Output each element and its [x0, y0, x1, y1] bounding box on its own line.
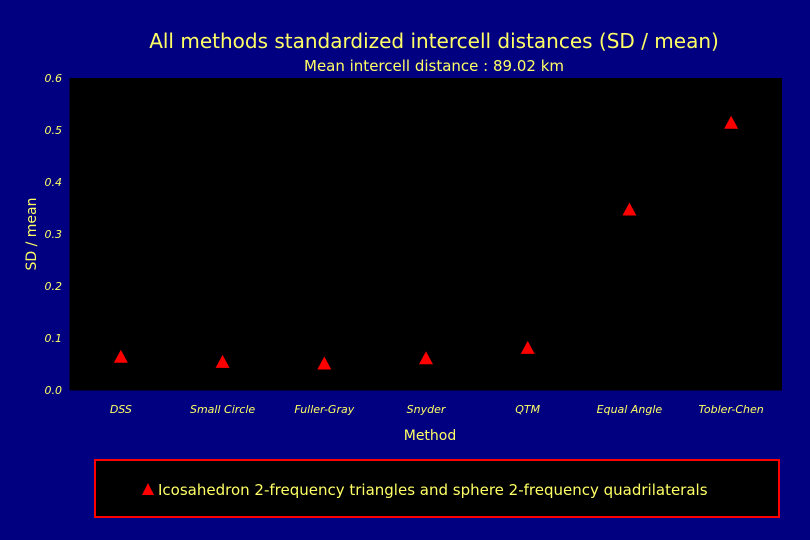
data-point-equal-angle — [622, 202, 637, 216]
chart-title: All methods standardized intercell dista… — [149, 29, 719, 53]
x-tick-label: QTM — [515, 403, 540, 416]
legend-triangle-marker — [142, 483, 154, 495]
data-point-snyder — [419, 351, 433, 365]
y-tick-label: 0.6 — [45, 72, 63, 85]
y-tick-label: 0.1 — [45, 332, 63, 345]
y-axis-title: SD / mean — [24, 198, 40, 271]
y-tick-label: 0.0 — [45, 384, 63, 397]
x-tick-label: Snyder — [407, 403, 447, 416]
data-point-tobler-chen — [724, 115, 739, 129]
legend-label: Icosahedron 2-frequency triangles and sp… — [158, 481, 708, 499]
data-points — [113, 115, 739, 370]
data-point-fuller-gray — [317, 356, 332, 370]
data-point-dss — [113, 349, 128, 363]
x-axis-title: Method — [404, 428, 457, 444]
data-point-small-circle — [215, 354, 230, 368]
x-tick-label: Equal Angle — [597, 403, 663, 416]
chart-subtitle: Mean intercell distance : 89.02 km — [304, 57, 564, 75]
legend-box — [94, 459, 780, 518]
x-tick-labels: DSS Small Circle Fuller-Gray Snyder QTM Equal… — [110, 403, 764, 416]
y-tick-labels: 0.0 0.1 0.2 0.3 0.4 0.5 0.6 — [45, 72, 63, 397]
y-tick-label: 0.4 — [45, 176, 63, 189]
y-tick-label: 0.3 — [45, 228, 63, 241]
x-tick-label: Small Circle — [190, 403, 255, 416]
y-tick-label: 0.5 — [45, 124, 63, 137]
x-tick-label: Tobler-Chen — [699, 403, 764, 416]
data-point-qtm — [520, 340, 535, 354]
plot-area — [70, 78, 782, 390]
legend: Icosahedron 2-frequency triangles and sp… — [94, 459, 780, 518]
x-tick-label: Fuller-Gray — [294, 403, 354, 416]
y-tick-label: 0.2 — [45, 280, 63, 293]
x-tick-label: DSS — [110, 403, 132, 416]
